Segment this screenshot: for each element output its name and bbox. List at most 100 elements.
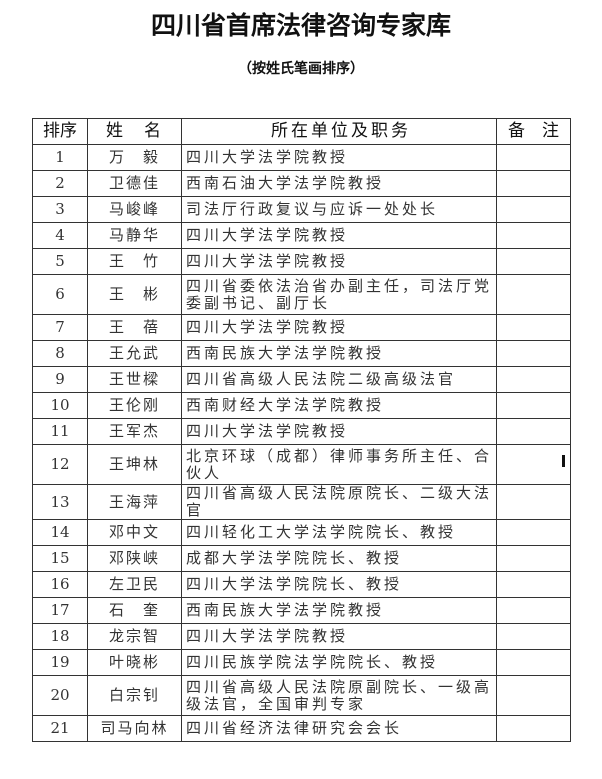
cell-note [496,418,571,445]
cell-name: 王允武 [87,340,182,367]
cell-rank: 2 [32,170,88,197]
cell-note [496,314,571,341]
cell-position: 西南民族大学法学院教授 [181,597,497,624]
table-row: 16 左卫民 四川大学法学院院长、教授 [32,571,571,598]
cell-position: 四川大学法学院教授 [181,418,497,445]
cell-rank: 15 [32,545,88,572]
cell-rank: 14 [32,519,88,546]
cell-rank: 18 [32,623,88,650]
table-row: 3 马峻峰 司法厅行政复议与应诉一处处长 [32,196,571,223]
cell-rank: 9 [32,366,88,393]
cell-rank: 3 [32,196,88,223]
cell-note [496,519,571,546]
cell-name: 万 毅 [87,144,182,171]
cell-position: 四川省经济法律研究会会长 [181,715,497,742]
cell-position: 四川轻化工大学法学院院长、教授 [181,519,497,546]
cell-position: 成都大学法学院院长、教授 [181,545,497,572]
cell-position: 四川省高级人民法院原副院长、一级高级法官，全国审判专家 [181,675,497,716]
cell-name: 王 彬 [87,274,182,315]
cell-name: 石 奎 [87,597,182,624]
cell-note [496,144,571,171]
table-row: 19 叶晓彬 四川民族学院法学院院长、教授 [32,649,571,676]
cell-note [496,392,571,419]
cell-rank: 20 [32,675,88,716]
cell-note [496,222,571,249]
table-row: 21 司马向林 四川省经济法律研究会会长 [32,715,571,742]
cell-position: 四川大学法学院教授 [181,144,497,171]
cell-note [496,444,571,485]
cell-position: 四川民族学院法学院院长、教授 [181,649,497,676]
cell-note [496,597,571,624]
cell-rank: 21 [32,715,88,742]
cell-position: 四川大学法学院院长、教授 [181,571,497,598]
cell-rank: 17 [32,597,88,624]
table-row: 18 龙宗智 四川大学法学院教授 [32,623,571,650]
cell-position: 四川省高级人民法院二级高级法官 [181,366,497,393]
cell-note [496,715,571,742]
cell-name: 司马向林 [87,715,182,742]
cell-name: 马静华 [87,222,182,249]
cell-name: 叶晓彬 [87,649,182,676]
cell-position: 西南民族大学法学院教授 [181,340,497,367]
cell-name: 王世樑 [87,366,182,393]
header-rank: 排序 [32,118,88,145]
cell-position: 四川大学法学院教授 [181,248,497,275]
cell-rank: 6 [32,274,88,315]
cell-rank: 12 [32,444,88,485]
header-name: 姓 名 [87,118,182,145]
cell-note [496,248,571,275]
table-row: 9 王世樑 四川省高级人民法院二级高级法官 [32,366,571,393]
cell-rank: 5 [32,248,88,275]
cell-name: 左卫民 [87,571,182,598]
cell-name: 王 竹 [87,248,182,275]
cell-name: 卫德佳 [87,170,182,197]
table-row: 13 王海萍 四川省高级人民法院原院长、二级大法官 [32,484,571,520]
cell-note [496,484,571,520]
cell-note [496,170,571,197]
cell-name: 王伦刚 [87,392,182,419]
cell-note [496,196,571,223]
page-subtitle: （按姓氏笔画排序） [238,61,364,77]
cell-rank: 13 [32,484,88,520]
header-position: 所在单位及职务 [181,118,497,145]
cell-rank: 8 [32,340,88,367]
cell-position: 四川大学法学院教授 [181,222,497,249]
table-row: 20 白宗钊 四川省高级人民法院原副院长、一级高级法官，全国审判专家 [32,675,571,716]
cell-note [496,675,571,716]
table-row: 2 卫德佳 西南石油大学法学院教授 [32,170,571,197]
cell-rank: 19 [32,649,88,676]
cell-position: 北京环球（成都）律师事务所主任、合伙人 [181,444,497,485]
cell-rank: 1 [32,144,88,171]
cell-name: 王军杰 [87,418,182,445]
cell-name: 王 蓓 [87,314,182,341]
table-row: 11 王军杰 四川大学法学院教授 [32,418,571,445]
cell-position: 四川省高级人民法院原院长、二级大法官 [181,484,497,520]
table-row: 4 马静华 四川大学法学院教授 [32,222,571,249]
table-header-row: 排序 姓 名 所在单位及职务 备 注 [32,118,571,145]
table-row: 10 王伦刚 西南财经大学法学院教授 [32,392,571,419]
cell-position: 四川大学法学院教授 [181,314,497,341]
cell-note [496,366,571,393]
cell-name: 王坤林 [87,444,182,485]
page-title: 四川省首席法律咨询专家库 [150,11,451,40]
cell-name: 龙宗智 [87,623,182,650]
cell-note [496,274,571,315]
cell-rank: 16 [32,571,88,598]
cell-name: 邓陕峡 [87,545,182,572]
cell-rank: 11 [32,418,88,445]
cell-position: 西南石油大学法学院教授 [181,170,497,197]
cell-note [496,545,571,572]
cell-note [496,571,571,598]
table-row: 12 王坤林 北京环球（成都）律师事务所主任、合伙人 [32,444,571,485]
cell-name: 马峻峰 [87,196,182,223]
cell-name: 邓中文 [87,519,182,546]
header-note: 备 注 [496,118,571,145]
table-row: 8 王允武 西南民族大学法学院教授 [32,340,571,367]
cell-position: 司法厅行政复议与应诉一处处长 [181,196,497,223]
cell-name: 王海萍 [87,484,182,520]
table-row: 14 邓中文 四川轻化工大学法学院院长、教授 [32,519,571,546]
cell-note [496,623,571,650]
